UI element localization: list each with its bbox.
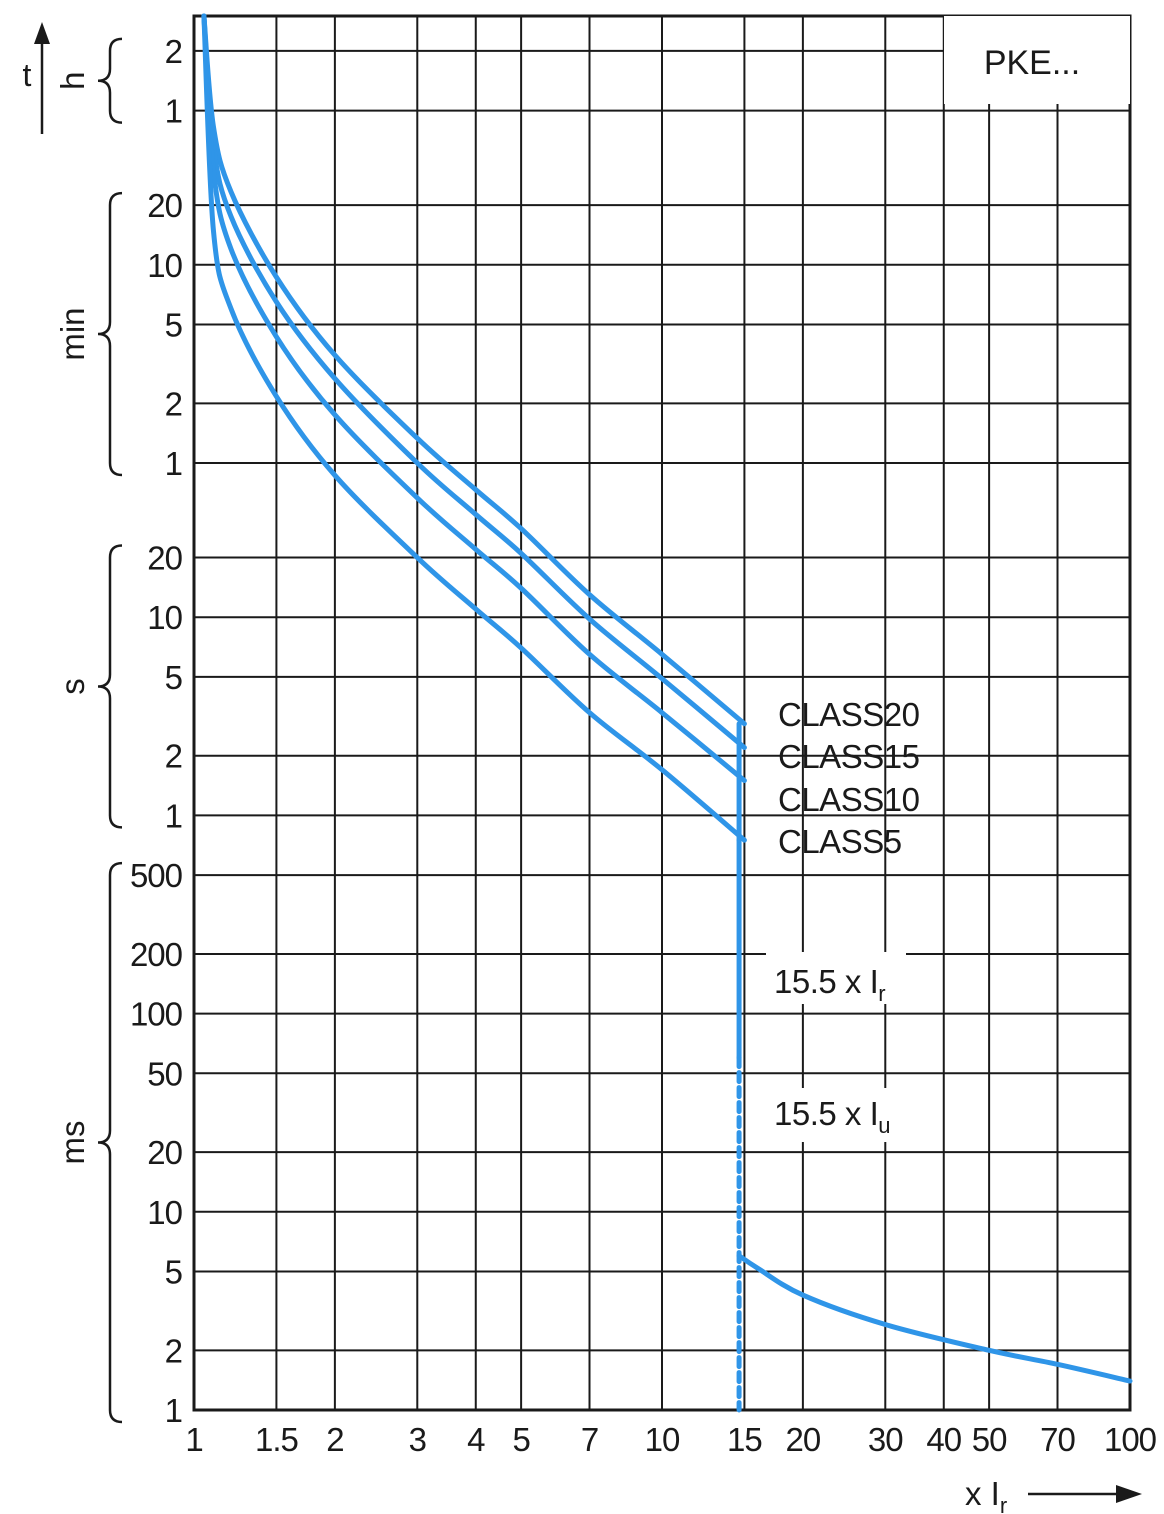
series-line-class20: [201, 13, 747, 727]
y-tick-label: 100: [130, 996, 183, 1033]
y-tick-label: 50: [147, 1055, 182, 1092]
y-tick-label: 2: [165, 385, 182, 422]
label-class15: CLASS15: [778, 738, 919, 775]
unit-brace: [97, 544, 123, 829]
x-tick-label: 10: [645, 1421, 680, 1458]
x-tick-label: 70: [1040, 1421, 1075, 1458]
y-tick-label: 2: [165, 738, 182, 775]
x-tick-label: 100: [1104, 1421, 1157, 1458]
y-tick-label: 2: [165, 33, 182, 70]
y-tick-label: 20: [147, 1134, 182, 1171]
y-tick-label: 20: [147, 187, 182, 224]
y-tick-label: 2: [165, 1332, 182, 1369]
chart-title: PKE...: [984, 44, 1080, 82]
series-line-class15: [201, 13, 747, 751]
y-unit-label: min: [54, 307, 91, 360]
tick-labels: 1 1.5 2 3 4 5 7 10 15 20 30 40 50 70 10021201052120105…: [130, 33, 1158, 1458]
x-tick-label: 7: [581, 1421, 598, 1458]
x-tick-label: 30: [868, 1421, 903, 1458]
x-tick-label: 2: [326, 1421, 343, 1458]
y-tick-label: 1: [165, 1392, 182, 1429]
x-tick-label: 40: [926, 1421, 961, 1458]
unit-brace: [97, 191, 123, 477]
label-15-5-ir: 15.5 x Ir: [774, 963, 885, 1006]
y-tick-label: 10: [147, 247, 182, 284]
y-unit-braces: h min s ms: [54, 37, 123, 1424]
x-tick-label: 5: [512, 1421, 529, 1458]
title-box: [944, 16, 1130, 104]
y-axis-arrow: [34, 22, 50, 134]
plot-frame: [192, 14, 1132, 1412]
y-tick-label: 5: [165, 1253, 182, 1290]
label-15-5-ir-sub: r: [878, 981, 885, 1006]
x-tick-label: 3: [409, 1421, 426, 1458]
x-axis-arrow: [1028, 1485, 1142, 1503]
label-15-5-iu-main: 15.5 x I: [774, 1095, 878, 1132]
x-tick-label: 50: [972, 1421, 1007, 1458]
x-tick-label: 4: [467, 1421, 485, 1458]
y-axis-label: t: [23, 57, 32, 93]
label-class10: CLASS10: [778, 781, 920, 818]
y-tick-label: 10: [147, 1194, 182, 1231]
x-tick-label: 1.5: [255, 1421, 298, 1458]
label-class20: CLASS20: [778, 696, 920, 733]
curves: [201, 13, 1133, 1413]
x-tick-label: 1: [185, 1421, 202, 1458]
x-tick-label: 15: [727, 1421, 762, 1458]
x-axis-label-sub: r: [1000, 1493, 1007, 1514]
y-unit-label: ms: [54, 1121, 91, 1165]
label-class5: CLASS5: [778, 823, 902, 860]
instantaneous-curve: [736, 1253, 1133, 1384]
x-axis-label-main: x I: [965, 1475, 1000, 1512]
y-unit-label: h: [54, 72, 91, 90]
label-15-5-iu-sub: u: [878, 1113, 890, 1138]
label-15-5-iu: 15.5 x Iu: [774, 1095, 890, 1138]
x-axis-label: x Ir: [965, 1475, 1007, 1514]
label-15-5-ir-main: 15.5 x I: [774, 963, 878, 1000]
y-tick-label: 1: [165, 445, 182, 482]
unit-brace: [97, 37, 123, 124]
y-tick-label: 200: [130, 936, 183, 973]
y-tick-label: 10: [147, 599, 182, 636]
y-unit-label: s: [54, 678, 91, 695]
y-tick-label: 5: [165, 306, 182, 343]
y-tick-label: 500: [130, 857, 183, 894]
x-tick-label: 20: [786, 1421, 821, 1458]
y-tick-label: 1: [165, 93, 182, 130]
unit-brace: [97, 861, 123, 1424]
series-line-class5: [201, 13, 747, 843]
y-tick-label: 5: [165, 659, 182, 696]
y-tick-label: 1: [165, 797, 182, 834]
y-tick-label: 20: [147, 540, 182, 577]
series-line-class10: [201, 13, 747, 784]
